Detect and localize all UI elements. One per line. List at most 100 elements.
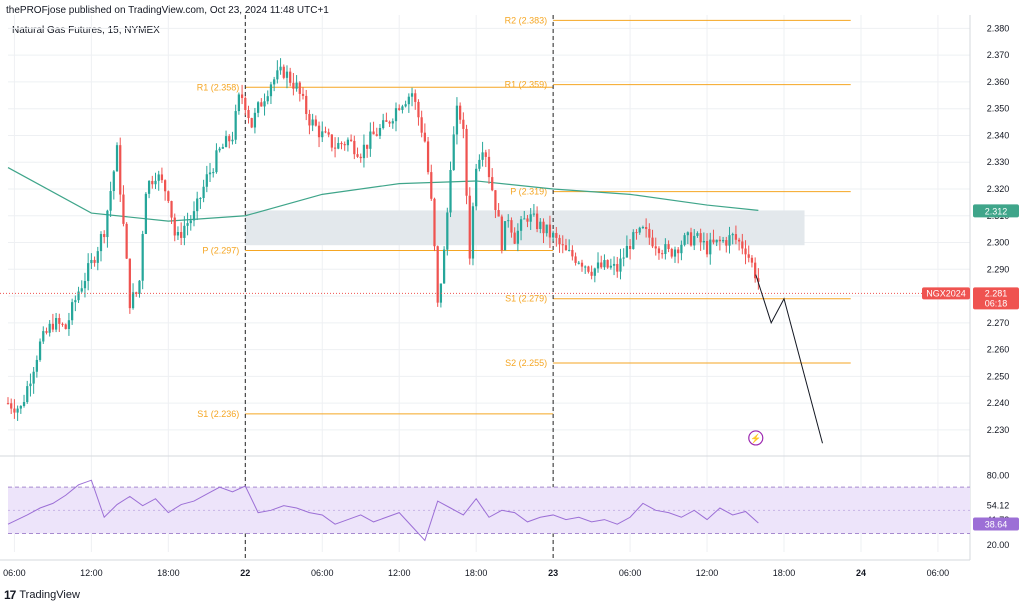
candle-body: [385, 120, 388, 122]
candle-body: [542, 221, 545, 234]
time-axis-label: 12:00: [388, 568, 411, 578]
candle-body: [61, 323, 64, 325]
rsi-line: [7, 479, 759, 542]
candle: [119, 137, 122, 203]
candle: [103, 230, 106, 244]
candle-body: [484, 152, 487, 157]
candle-body: [600, 262, 603, 268]
candle: [74, 295, 77, 312]
candle-body: [35, 359, 38, 372]
candle: [529, 208, 532, 230]
candle: [314, 115, 317, 127]
candle: [160, 167, 164, 184]
candle: [369, 122, 372, 157]
time-axis-label: 18:00: [773, 568, 796, 578]
candle: [552, 230, 555, 242]
candle: [388, 120, 391, 127]
publisher-line: thePROFjose published on TradingView.com…: [6, 5, 329, 16]
candle-body: [494, 190, 497, 211]
candle: [420, 110, 423, 138]
candle-body: [625, 245, 629, 258]
ma-value-badge: [973, 204, 1019, 218]
candle-body: [38, 341, 42, 360]
candle-body: [715, 239, 718, 243]
candle: [279, 58, 282, 75]
candle: [346, 137, 350, 152]
candle-body: [744, 248, 747, 255]
candle: [42, 326, 45, 344]
candle-body: [192, 211, 196, 221]
candle-body: [273, 79, 276, 85]
candle: [725, 236, 728, 253]
candle-body: [289, 71, 292, 83]
candle-body: [237, 94, 241, 112]
time-axis-label: 18:00: [157, 568, 180, 578]
candle-body: [42, 331, 45, 342]
candle-body: [6, 403, 10, 405]
candle-body: [584, 266, 587, 268]
candle: [67, 312, 71, 336]
candle: [430, 164, 433, 201]
candle-body: [731, 234, 734, 236]
candle: [263, 93, 266, 116]
candle-body: [734, 234, 738, 240]
candle-body: [228, 136, 231, 142]
price-axis-label: 2.320: [987, 184, 1010, 194]
candle: [77, 286, 80, 303]
candle-body: [571, 249, 574, 257]
candle-body: [154, 180, 157, 185]
pivot-level-label: S1 (2.236): [197, 409, 239, 419]
candle-body: [353, 140, 356, 155]
candle: [349, 134, 353, 142]
candle: [359, 153, 362, 163]
candle-body: [343, 144, 346, 146]
candle: [378, 124, 382, 140]
candle-body: [164, 180, 167, 192]
candle: [385, 112, 388, 122]
candle: [426, 136, 430, 175]
candle: [494, 190, 497, 219]
candle: [250, 117, 253, 129]
candle: [317, 121, 321, 148]
candle: [651, 229, 654, 249]
pivot-level-label: P (2.319): [510, 187, 547, 197]
candle-body: [481, 152, 484, 160]
price-axis-label: 2.240: [987, 398, 1010, 408]
candle-body: [170, 201, 173, 218]
candle: [157, 170, 160, 191]
candle: [99, 231, 103, 262]
candle-body: [147, 180, 151, 194]
time-axis-label: 18:00: [465, 568, 488, 578]
tradingview-brand[interactable]: 17 TradingView: [4, 588, 80, 602]
price-axis-label: 2.230: [987, 425, 1010, 435]
time-axis-label: 06:00: [927, 568, 950, 578]
candle: [577, 260, 580, 265]
candle: [596, 252, 600, 273]
candle-body: [680, 244, 683, 254]
candle-body: [468, 195, 471, 259]
moving-average-line: [7, 167, 759, 222]
candle-body: [87, 263, 90, 282]
candle: [122, 185, 125, 227]
supply-zone-rect: [245, 210, 805, 246]
candle: [542, 218, 545, 244]
candle-body: [513, 232, 516, 244]
time-axis-label: 06:00: [619, 568, 642, 578]
pivot-levels-layer: R2 (2.383) R1 (2.359) P (2.319) S1 (2.279) S…: [197, 15, 851, 419]
candle: [410, 87, 414, 107]
candle-body: [616, 263, 619, 272]
candle: [305, 89, 308, 121]
candle-body: [180, 231, 183, 238]
candle-body: [333, 147, 337, 149]
candle: [645, 218, 648, 238]
candle: [22, 394, 26, 408]
candle-body: [603, 260, 606, 268]
candle: [13, 399, 16, 419]
candle: [221, 143, 224, 149]
pivot-level-label: S2 (2.255): [505, 358, 547, 368]
candle: [212, 168, 215, 178]
candle: [125, 222, 128, 260]
candle: [491, 168, 494, 192]
candle: [10, 398, 13, 415]
